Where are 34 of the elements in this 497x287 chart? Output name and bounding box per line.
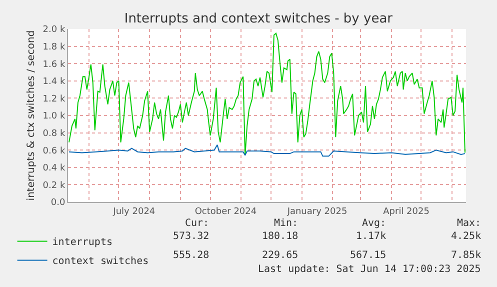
text: 555.28 [173, 250, 210, 261]
text: 573.32 [173, 231, 210, 242]
text: Min: [274, 218, 298, 229]
text: 180.18 [262, 231, 298, 242]
y-axis-title: interrupts & ctx switches / second [26, 30, 37, 201]
y-tick-label: 0.0 [50, 198, 66, 208]
chart-title: Interrupts and context switches - by year [124, 12, 394, 27]
y-tick-label: 0.2 k [42, 180, 66, 191]
text: 229.65 [262, 250, 298, 261]
text: Max: [457, 218, 482, 229]
text: 7.85k [451, 250, 482, 261]
x-tick-label: January 2025 [286, 206, 348, 217]
line-series [68, 32, 466, 156]
x-tick-label: October 2024 [194, 206, 257, 217]
legend-label: context switches [52, 256, 149, 268]
text: 1.17k [356, 231, 386, 242]
x-tick-label: April 2025 [383, 206, 430, 217]
y-tick-label: 0.4 k [42, 164, 66, 174]
y-tick-label: 2.0 k [42, 25, 66, 36]
text: Last update: Sat Jun 14 17:00:23 2025 [258, 264, 481, 275]
y-tick-label: 1.2 k [42, 94, 66, 104]
text: 4.25k [451, 231, 482, 242]
y-tick-label: 1.6 k [42, 60, 66, 70]
text: 567.15 [350, 250, 386, 261]
y-tick-label: 1.8 k [42, 42, 66, 52]
legend-label: interrupts [52, 237, 112, 248]
line-series [68, 144, 466, 157]
text: Cur: [185, 218, 210, 229]
x-tick-label: July 2024 [112, 206, 156, 217]
y-tick-label: 1.0 k [42, 112, 66, 122]
y-tick-label: 0.6 k [42, 146, 66, 156]
y-tick-label: 1.4 k [42, 77, 66, 88]
y-tick-label: 0.8 k [42, 128, 66, 139]
text: Avg: [362, 218, 386, 229]
